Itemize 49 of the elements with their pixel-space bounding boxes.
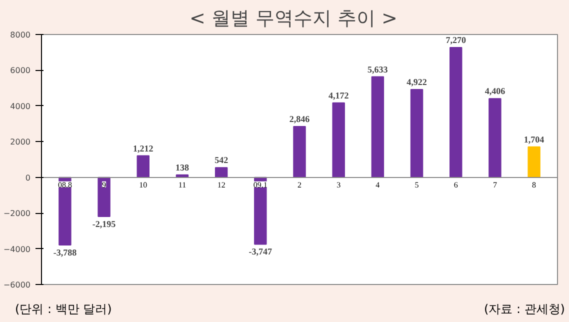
bar — [58, 176, 72, 246]
bar — [136, 155, 150, 178]
x-tick-label: 5 — [414, 180, 419, 190]
y-tick-label: −6000 — [3, 280, 30, 290]
bar — [214, 167, 228, 178]
x-tick-label: 8 — [532, 180, 536, 190]
data-label: -3,788 — [53, 247, 78, 258]
data-label: 2,846 — [289, 114, 310, 124]
x-tick-label: 11 — [178, 180, 186, 190]
data-label: 4,172 — [328, 90, 350, 100]
data-label: 4,922 — [406, 77, 428, 87]
bar — [450, 47, 462, 178]
x-tick-label: 12 — [217, 180, 226, 190]
x-tick-label: 6 — [454, 180, 458, 190]
data-label: 1,212 — [133, 143, 154, 154]
x-tick-label: 4 — [376, 180, 380, 190]
text: (단위 : 백만 달러) — [15, 301, 112, 318]
x-tick-label: 2 — [298, 180, 302, 190]
bar — [410, 88, 424, 178]
y-tick-label: 8000 — [10, 30, 30, 40]
data-label: 7,270 — [446, 35, 466, 46]
bar — [254, 176, 267, 245]
data-label: 5,633 — [368, 64, 388, 74]
data-label: 4,406 — [484, 86, 506, 96]
y-tick-label: 6000 — [10, 66, 30, 76]
y-tick-label: 4000 — [10, 102, 30, 111]
y-tick-label: 2000 — [10, 138, 30, 147]
bar — [332, 102, 345, 178]
x-tick-label: 10 — [139, 180, 148, 190]
x-tick-label: 3 — [336, 180, 341, 190]
x-tick-label: 9 — [102, 180, 106, 190]
x-tick-label: 08.8 — [58, 180, 72, 190]
chart-title: < 월별 무역수지 추이 > — [189, 8, 398, 30]
text: (자료 : 관세청) — [484, 301, 565, 318]
y-tick-label: −2000 — [3, 209, 30, 218]
bar — [98, 176, 110, 218]
y-tick-label: 0 — [25, 173, 31, 182]
data-label: -3,747 — [248, 246, 273, 257]
bar — [293, 126, 306, 178]
bar — [371, 76, 384, 178]
data-label: 138 — [175, 162, 190, 172]
bar — [528, 146, 540, 178]
x-tick-label: 7 — [492, 180, 497, 190]
y-tick-label: −4000 — [3, 244, 30, 254]
data-label: -2,195 — [92, 219, 116, 230]
data-label: 542 — [214, 155, 229, 166]
bar — [488, 98, 502, 178]
data-label: 1,704 — [524, 134, 545, 144]
x-tick-label: 09.1 — [253, 180, 268, 190]
